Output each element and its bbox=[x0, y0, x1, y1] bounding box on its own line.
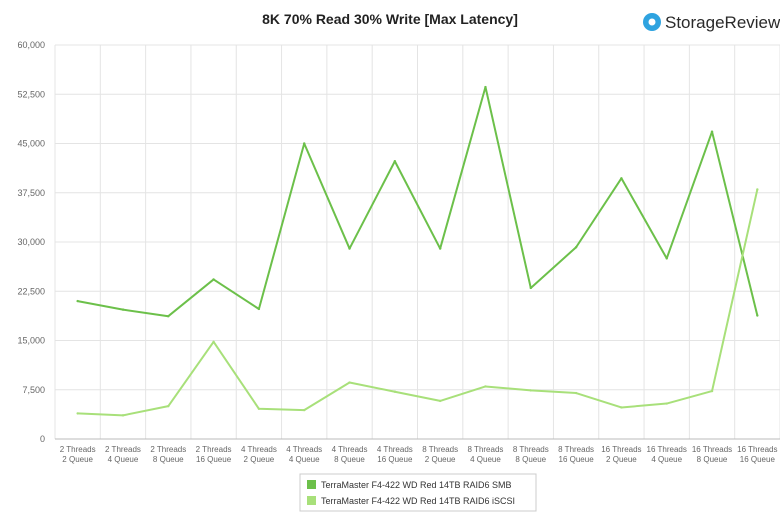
x-tick-label: 8 Threads 2 Queue bbox=[422, 445, 458, 464]
y-tick-label: 52,500 bbox=[17, 89, 45, 99]
data-point bbox=[348, 381, 351, 384]
x-tick-label: 16 Threads 2 Queue bbox=[601, 445, 641, 464]
data-point bbox=[484, 385, 487, 388]
y-tick-label: 37,500 bbox=[17, 188, 45, 198]
y-tick-label: 30,000 bbox=[17, 237, 45, 247]
data-point bbox=[438, 399, 442, 403]
data-point bbox=[665, 257, 668, 260]
x-tick-label: 8 Threads 4 Queue bbox=[468, 445, 504, 464]
data-point bbox=[348, 247, 351, 250]
brand-name: StorageReview bbox=[665, 13, 780, 32]
data-point bbox=[393, 390, 397, 393]
chart-title: 8K 70% Read 30% Write [Max Latency] bbox=[262, 11, 518, 27]
legend: TerraMaster F4-422 WD Red 14TB RAID6 SMB… bbox=[299, 473, 537, 512]
data-point bbox=[212, 278, 215, 281]
x-tick-label: 4 Threads 2 Queue bbox=[241, 445, 277, 464]
data-point bbox=[574, 391, 578, 395]
x-tick-label: 2 Threads 4 Queue bbox=[105, 445, 141, 464]
data-point bbox=[167, 404, 170, 408]
data-point bbox=[303, 408, 306, 412]
y-axis-ticks: 0 7,500 15,000 22,500 30,000 37,500 45,000 52,5… bbox=[17, 40, 45, 444]
y-tick-label: 7,500 bbox=[22, 385, 45, 395]
legend-box bbox=[299, 473, 537, 512]
data-point bbox=[121, 414, 125, 417]
legend-swatch-iscsi bbox=[307, 496, 316, 505]
x-tick-label: 4 Threads 4 Queue bbox=[286, 445, 322, 464]
y-tick-label: 45,000 bbox=[17, 139, 45, 149]
data-point bbox=[574, 246, 578, 249]
x-axis-ticks: 2 Threads 2 Queue 2 Threads 4 Queue 2 Thread… bbox=[60, 445, 778, 464]
data-point bbox=[620, 177, 623, 180]
series-line-smb bbox=[77, 86, 759, 318]
legend-swatch-smb bbox=[307, 480, 316, 489]
data-point bbox=[393, 160, 397, 163]
data-point bbox=[756, 188, 759, 191]
y-tick-label: 0 bbox=[40, 434, 45, 444]
x-tick-label: 4 Threads 16 Queue bbox=[377, 445, 413, 464]
data-point bbox=[529, 389, 532, 392]
data-point bbox=[529, 286, 532, 290]
brand-icon-inner bbox=[648, 18, 656, 26]
data-point bbox=[484, 85, 487, 89]
data-point bbox=[257, 407, 261, 410]
data-point bbox=[167, 315, 170, 318]
legend-label-smb: TerraMaster F4-422 WD Red 14TB RAID6 SMB bbox=[321, 480, 512, 490]
brand-logo: StorageReview bbox=[643, 13, 780, 32]
data-point bbox=[620, 406, 623, 409]
y-tick-label: 22,500 bbox=[17, 286, 45, 296]
data-point bbox=[756, 314, 759, 317]
data-point bbox=[438, 247, 442, 250]
x-tick-label: 8 Threads 8 Queue bbox=[513, 445, 549, 464]
x-tick-label: 16 Threads 8 Queue bbox=[692, 445, 732, 464]
data-point bbox=[303, 142, 306, 145]
x-tick-label: 2 Threads 2 Queue bbox=[60, 445, 96, 464]
data-point bbox=[212, 340, 215, 344]
data-point bbox=[665, 402, 668, 405]
grid bbox=[54, 44, 780, 440]
x-tick-label: 2 Threads 8 Queue bbox=[150, 445, 186, 464]
x-tick-label: 2 Threads 16 Queue bbox=[196, 445, 232, 464]
y-tick-label: 15,000 bbox=[17, 336, 45, 346]
y-tick-label: 60,000 bbox=[17, 40, 45, 50]
x-tick-label: 4 Threads 8 Queue bbox=[332, 445, 368, 464]
data-point bbox=[121, 308, 125, 311]
data-point bbox=[257, 307, 261, 311]
x-tick-label: 8 Threads 16 Queue bbox=[558, 445, 594, 464]
data-point bbox=[76, 412, 79, 415]
series-line-iscsi bbox=[77, 189, 759, 417]
x-tick-label: 16 Threads 4 Queue bbox=[647, 445, 687, 464]
legend-label-iscsi: TerraMaster F4-422 WD Red 14TB RAID6 iSC… bbox=[321, 496, 515, 506]
x-tick-label: 16 Threads 16 Queue bbox=[737, 445, 777, 464]
series-lines bbox=[76, 85, 759, 417]
data-point bbox=[710, 389, 714, 393]
data-point bbox=[76, 299, 79, 303]
data-point bbox=[710, 130, 714, 133]
